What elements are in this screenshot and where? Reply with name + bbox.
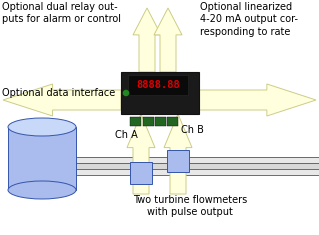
Ellipse shape <box>8 181 76 199</box>
Bar <box>167 150 189 172</box>
Text: Optional data interface: Optional data interface <box>2 88 115 98</box>
Text: 8888.88: 8888.88 <box>136 80 180 90</box>
Bar <box>130 117 141 126</box>
Polygon shape <box>133 8 161 72</box>
Ellipse shape <box>122 90 130 97</box>
Text: Two turbine flowmeters
with pulse output: Two turbine flowmeters with pulse output <box>133 195 247 217</box>
Text: Optional linearized
4-20 mA output cor-
responding to rate: Optional linearized 4-20 mA output cor- … <box>200 2 298 37</box>
Polygon shape <box>164 114 192 194</box>
Polygon shape <box>154 8 182 72</box>
Bar <box>130 162 152 184</box>
Bar <box>167 117 178 126</box>
Polygon shape <box>3 84 121 116</box>
Bar <box>143 117 154 126</box>
Text: Optional dual relay out-
puts for alarm or control: Optional dual relay out- puts for alarm … <box>2 2 121 24</box>
Bar <box>128 75 188 95</box>
Bar <box>8 127 76 190</box>
Bar <box>121 72 199 114</box>
Bar <box>60 169 319 175</box>
Polygon shape <box>127 114 155 194</box>
Text: Ch B: Ch B <box>181 125 204 135</box>
Bar <box>60 163 319 169</box>
Polygon shape <box>199 84 316 116</box>
Text: Ch A: Ch A <box>115 130 138 140</box>
Ellipse shape <box>8 118 76 136</box>
Bar <box>60 157 319 163</box>
Bar <box>155 117 166 126</box>
